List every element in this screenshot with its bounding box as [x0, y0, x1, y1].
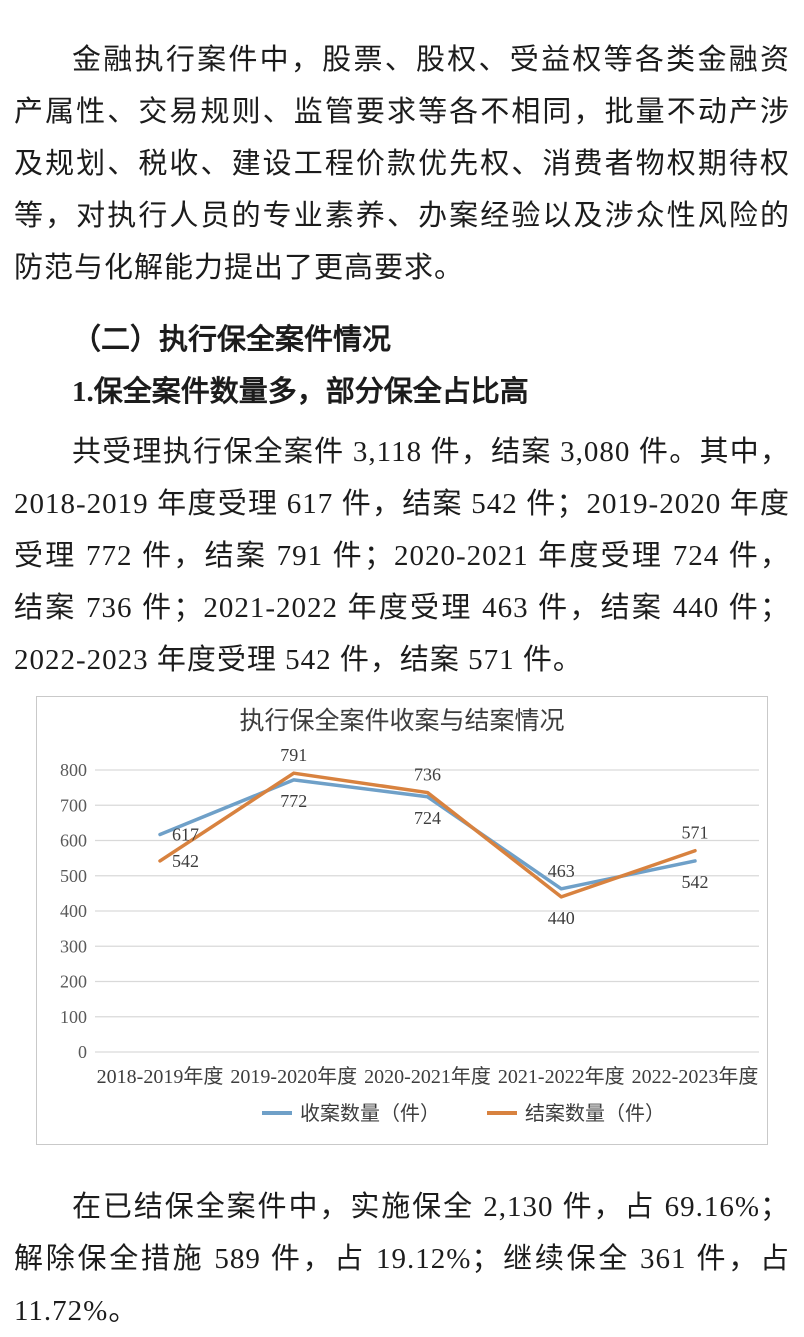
x-axis-category-label: 2018-2019年度 — [97, 1065, 224, 1088]
data-label: 791 — [280, 745, 307, 765]
legend-label: 收案数量（件） — [300, 1102, 440, 1125]
legend-label: 结案数量（件） — [525, 1102, 665, 1125]
line-chart: 执行保全案件收案与结案情况 0 100 200 300 400 500 600 700 800 61… — [60, 707, 759, 1125]
data-label: 571 — [682, 823, 709, 843]
data-label: 736 — [414, 765, 441, 785]
y-axis-tick-label: 100 — [60, 1007, 87, 1027]
x-axis-category-label: 2021-2022年度 — [498, 1065, 625, 1088]
x-axis-category-label: 2022-2023年度 — [632, 1065, 759, 1088]
data-label: 542 — [682, 872, 709, 892]
section-heading: （二）执行保全案件情况 — [72, 324, 392, 356]
y-axis-tick-label: 0 — [78, 1042, 87, 1062]
paragraph-preservation-statistics: 在已结保全案件中，实施保全 2,130 件，占 69.16%；解除保全措施 58… — [14, 1191, 790, 1327]
y-axis-tick-label: 700 — [60, 795, 87, 815]
data-label: 542 — [172, 851, 199, 871]
series-line — [158, 771, 697, 899]
y-axis-tick-label: 400 — [60, 901, 87, 921]
y-axis-tick-label: 600 — [60, 831, 87, 851]
line-chart-figure: 执行保全案件收案与结案情况 0 100 200 300 400 500 600 700 800 61… — [36, 696, 768, 1145]
data-label: 463 — [548, 861, 575, 881]
y-axis-tick-label: 500 — [60, 866, 87, 886]
data-label: 724 — [414, 808, 441, 828]
x-axis-category-label: 2020-2021年度 — [364, 1065, 491, 1088]
data-label: 772 — [280, 791, 307, 811]
y-axis-tick-label: 800 — [60, 760, 87, 780]
paragraph-case-statistics: 共受理执行保全案件 3,118 件，结案 3,080 件。其中，2018-201… — [14, 436, 790, 676]
x-axis-category-label: 2019-2020年度 — [230, 1065, 357, 1088]
paragraph-finance-execution: 金融执行案件中，股票、股权、受益权等各类金融资产属性、交易规则、监管要求等各不相… — [14, 44, 790, 284]
data-label: 617 — [172, 825, 199, 845]
y-axis-tick-label: 200 — [60, 972, 87, 992]
series-line — [158, 778, 697, 891]
data-label: 440 — [548, 908, 575, 928]
chart-title: 执行保全案件收案与结案情况 — [239, 707, 564, 735]
y-axis-tick-label: 300 — [60, 936, 87, 956]
subsection-heading: 1.保全案件数量多，部分保全占比高 — [72, 376, 529, 408]
